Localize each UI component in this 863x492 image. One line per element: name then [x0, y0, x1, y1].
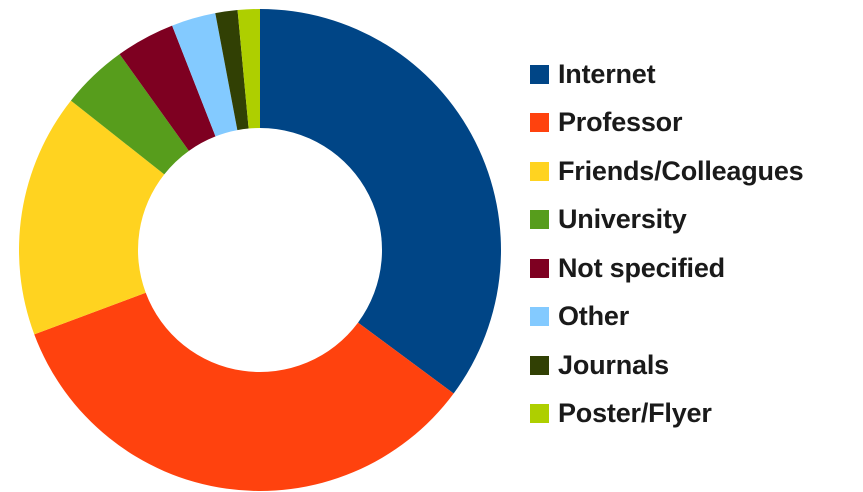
- legend-label-other: Other: [558, 301, 630, 332]
- legend-swatch-friends-colleagues: [530, 161, 549, 181]
- legend-label-journals: Journals: [558, 349, 669, 380]
- legend-swatch-not-specified: [530, 258, 549, 278]
- donut-chart: [19, 9, 501, 491]
- legend-label-poster-flyer: Poster/Flyer: [558, 398, 712, 429]
- legend-label-professor: Professor: [558, 107, 683, 138]
- legend-label-internet: Internet: [558, 58, 656, 89]
- donut-slice-friends-colleagues: [19, 100, 165, 335]
- legend-item-not-specified: Not specified: [530, 244, 860, 293]
- legend-swatch-university: [530, 210, 549, 230]
- legend: Internet Professor Friends/Colleagues Un…: [530, 50, 860, 438]
- donut-slice-internet: [260, 9, 501, 394]
- donut-slice-poster-flyer: [237, 9, 260, 129]
- legend-swatch-other: [530, 307, 549, 327]
- legend-label-not-specified: Not specified: [558, 252, 725, 283]
- legend-item-professor: Professor: [530, 99, 860, 148]
- donut-slice-not-specified: [119, 25, 216, 151]
- legend-item-other: Other: [530, 293, 860, 342]
- legend-item-university: University: [530, 196, 860, 245]
- donut-slice-journals: [215, 10, 249, 131]
- legend-swatch-poster-flyer: [530, 404, 549, 424]
- legend-item-friends-colleagues: Friends/Colleagues: [530, 147, 860, 196]
- donut-slice-professor: [34, 292, 454, 491]
- donut-slice-other: [172, 13, 238, 137]
- legend-label-friends-colleagues: Friends/Colleagues: [558, 155, 804, 186]
- legend-item-poster-flyer: Poster/Flyer: [530, 390, 860, 439]
- legend-item-journals: Journals: [530, 341, 860, 390]
- legend-swatch-internet: [530, 64, 549, 84]
- legend-swatch-journals: [530, 355, 549, 375]
- legend-label-university: University: [558, 204, 687, 235]
- donut-slice-university: [70, 54, 189, 175]
- legend-swatch-professor: [530, 113, 549, 133]
- legend-item-internet: Internet: [530, 50, 860, 99]
